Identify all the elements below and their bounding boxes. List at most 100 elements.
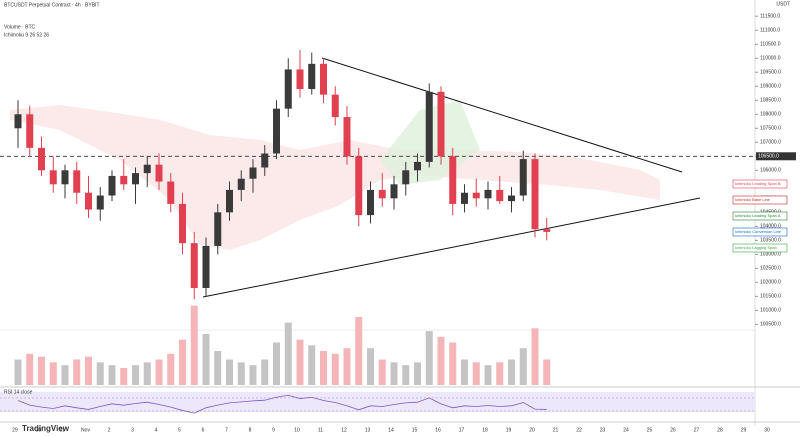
candle-body [508,195,515,202]
candle-body [543,229,551,232]
x-tick-label: 3 [131,427,134,433]
candle-body [461,192,468,204]
candle-body [402,170,410,185]
candle-body [73,170,81,193]
y-tick-label: 107000.0 [760,140,781,146]
volume-bar [320,351,327,385]
volume-bar [61,365,69,385]
x-tick-label: 19 [506,427,512,433]
candle-body [143,164,151,174]
y-tick-label: 106000.0 [760,168,781,174]
indicator-tag-label: Ichimoku Leading Span B [735,181,781,186]
volume-bar [296,339,304,385]
x-tick-label: 2 [108,427,111,433]
y-tick-label: 110000.0 [760,56,781,62]
candle-body [14,114,22,129]
volume-bar [143,362,151,385]
volume-bar [390,362,398,385]
candle-body [155,164,163,182]
volume-bar [237,362,245,385]
y-tick-label: 111500.0 [760,14,780,20]
x-tick-label: 21 [553,427,559,433]
candle-body [355,156,363,216]
volume-bar [414,362,421,385]
x-tick-label: 17 [459,427,465,433]
x-tick-label: 20 [529,427,535,433]
candle-body [108,175,116,196]
x-tick-label: 31 [59,427,65,433]
volume-bar [402,365,410,385]
y-tick-label: 110500.0 [760,42,781,48]
currency: USDT [776,1,790,7]
volume-bar [38,356,45,385]
volume-bar [484,365,492,385]
volume-bar [214,351,222,385]
y-tick-label: 102500.0 [760,266,781,272]
x-tick-label: 7 [225,427,228,433]
candle-body [96,195,104,210]
volume-bar [49,362,57,385]
volume-bar [167,353,175,385]
candle-body [26,114,34,148]
candle-body [261,153,269,168]
volume-bar [284,322,292,385]
indicator-label: Ichimoku 9 26 52 26 [4,32,49,38]
x-tick-label: 6 [202,427,205,433]
candle-body [472,192,480,199]
x-tick-label: 4 [155,427,158,433]
x-tick-label: 13 [365,427,371,433]
chart-title: BTCUSDT Perpetual Contract · 4h · BYBIT [4,2,100,8]
candle-body [320,63,327,95]
rsi-band [0,392,755,412]
volume-bar [249,365,257,385]
candle-body [449,156,457,204]
volume-bar [378,359,386,385]
x-tick-label: Nov [81,427,90,433]
volume-bar [449,342,457,385]
x-tick-label: 23 [600,427,606,433]
volume-bar [543,359,551,385]
volume-bar [367,348,374,385]
candle-body [496,189,504,202]
volume-bar [508,359,515,385]
x-tick-label: 15 [412,427,418,433]
candle-body [85,192,92,210]
volume-bar [132,365,139,385]
y-tick-label: 108000.0 [760,112,781,118]
indicator-tag [732,243,788,253]
x-tick-label: 26 [670,427,676,433]
x-tick-label: 18 [482,427,488,433]
volume-label: Volume · BTC [4,24,36,30]
x-tick-label: 30 [764,427,770,433]
volume-bar [261,359,269,385]
y-tick-label: 109000.0 [760,84,781,90]
candle-body [273,108,280,154]
volume-bar [108,365,116,385]
y-tick-label: 111000.0 [760,28,780,34]
candle-body [284,69,292,109]
candle-body [226,189,233,213]
trend-line [202,197,701,298]
indicator-tag [732,195,788,205]
indicator-tag-label: Ichimoku Lagging Span [735,245,777,250]
x-tick-label: 29 [741,427,747,433]
candle-body [296,69,304,90]
x-tick-label: 9 [272,427,275,433]
x-tick-label: 11 [318,427,323,433]
candle-body [390,184,398,199]
y-tick-label: 103500.0 [760,238,781,244]
candle-body [61,170,69,185]
candle-body [179,203,186,244]
candle-body [331,94,339,118]
candle-body [367,189,374,216]
candle-body [49,170,57,185]
volume-bar [472,362,480,385]
rsi-label: RSI 14 close [4,389,33,395]
volume-bar [26,353,34,385]
x-tick-label: 8 [249,427,252,433]
volume-bar [355,317,363,385]
candle-body [120,175,128,185]
y-tick-label: 101000.0 [760,308,781,314]
volume-bar [308,345,316,385]
